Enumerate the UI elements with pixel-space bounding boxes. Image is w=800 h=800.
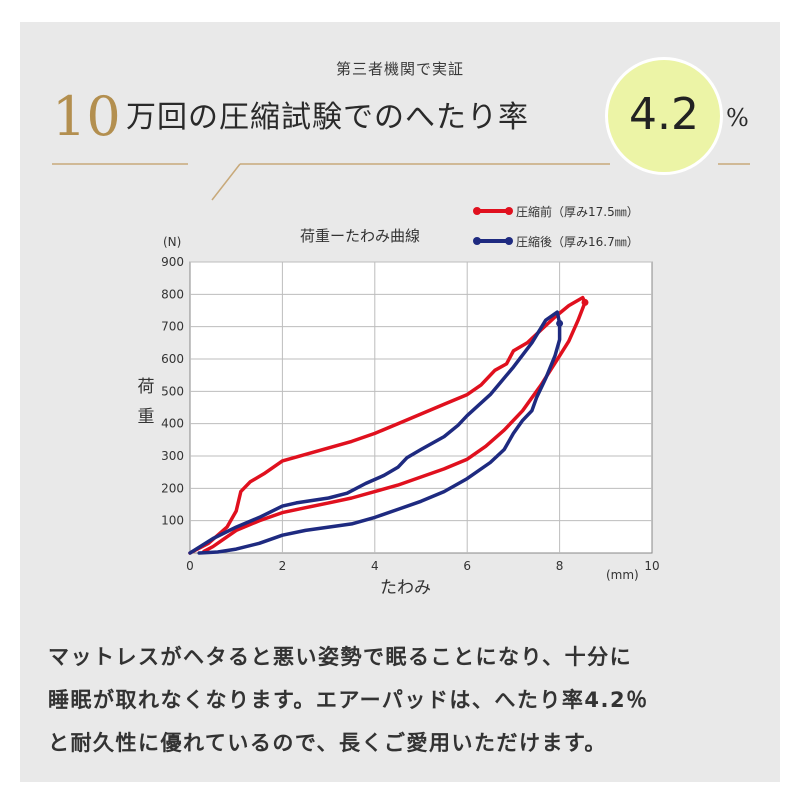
y-tick-label-0: 100: [161, 514, 184, 528]
headline-unit: %: [726, 104, 749, 132]
x-tick-label-4: 8: [556, 559, 564, 573]
series-end-point-1: [556, 319, 564, 327]
headline-text: 万回の圧縮試験でのへたり率: [126, 100, 529, 135]
header-label: 第三者機関で実証: [335, 60, 464, 78]
y-tick-label-1: 200: [161, 481, 184, 495]
y-axis-label-char-0: 荷: [137, 377, 155, 397]
legend-label-before: 圧縮前（厚み17.5㎜）: [516, 204, 639, 219]
x-tick-label-0: 0: [186, 559, 194, 573]
headline: 10 万回の圧縮試験でのへたり率: [0, 82, 800, 152]
y-tick-label-6: 700: [161, 320, 184, 334]
headline-number: 10: [52, 85, 121, 148]
y-tick-label-7: 800: [161, 287, 184, 301]
y-axis-unit: (N): [163, 235, 182, 249]
y-tick-label-3: 400: [161, 417, 184, 431]
plot-area: [189, 261, 653, 554]
body-text: マットレスがヘタると悪い姿勢で眠ることになり、十分に 睡眠が取れなくなります。エ…: [48, 636, 768, 765]
x-tick-label-2: 4: [371, 559, 379, 573]
legend-swatch-after: [473, 237, 513, 245]
y-tick-label-2: 300: [161, 449, 184, 463]
y-axis-label: 荷重: [136, 372, 156, 432]
value-circle: [605, 57, 723, 175]
y-tick-label-4: 500: [161, 384, 184, 398]
legend-item-after: 圧縮後（厚み16.7㎜）: [473, 231, 639, 251]
body-line-2: 睡眠が取れなくなります。エアーパッドは、へたり率4.2％: [48, 688, 649, 712]
y-axis-label-char-1: 重: [137, 407, 155, 427]
series-end-point-0: [581, 298, 589, 306]
legend-swatch-before: [473, 207, 513, 215]
body-line-3: と耐久性に優れているので、長くご愛用いただけます。: [48, 731, 607, 755]
y-tick-label-5: 600: [161, 352, 184, 366]
series-line-1: [188, 310, 562, 555]
divider-slant: [211, 163, 241, 201]
x-tick-label-3: 6: [463, 559, 471, 573]
x-tick-label-1: 2: [279, 559, 287, 573]
body-line-1: マットレスがヘタると悪い姿勢で眠ることになり、十分に: [48, 645, 633, 669]
series-line-0: [188, 295, 587, 555]
x-axis-label: たわみ: [380, 578, 431, 598]
y-tick-label-8: 900: [161, 255, 184, 269]
headline-value: 4.2: [629, 89, 699, 140]
x-axis-unit: (mm): [606, 568, 639, 582]
legend-item-before: 圧縮前（厚み17.5㎜）: [473, 201, 639, 221]
legend-label-after: 圧縮後（厚み16.7㎜）: [516, 234, 639, 249]
x-tick-label-5: 10: [644, 559, 659, 573]
chart-title: 荷重ーたわみ曲線: [300, 227, 421, 245]
